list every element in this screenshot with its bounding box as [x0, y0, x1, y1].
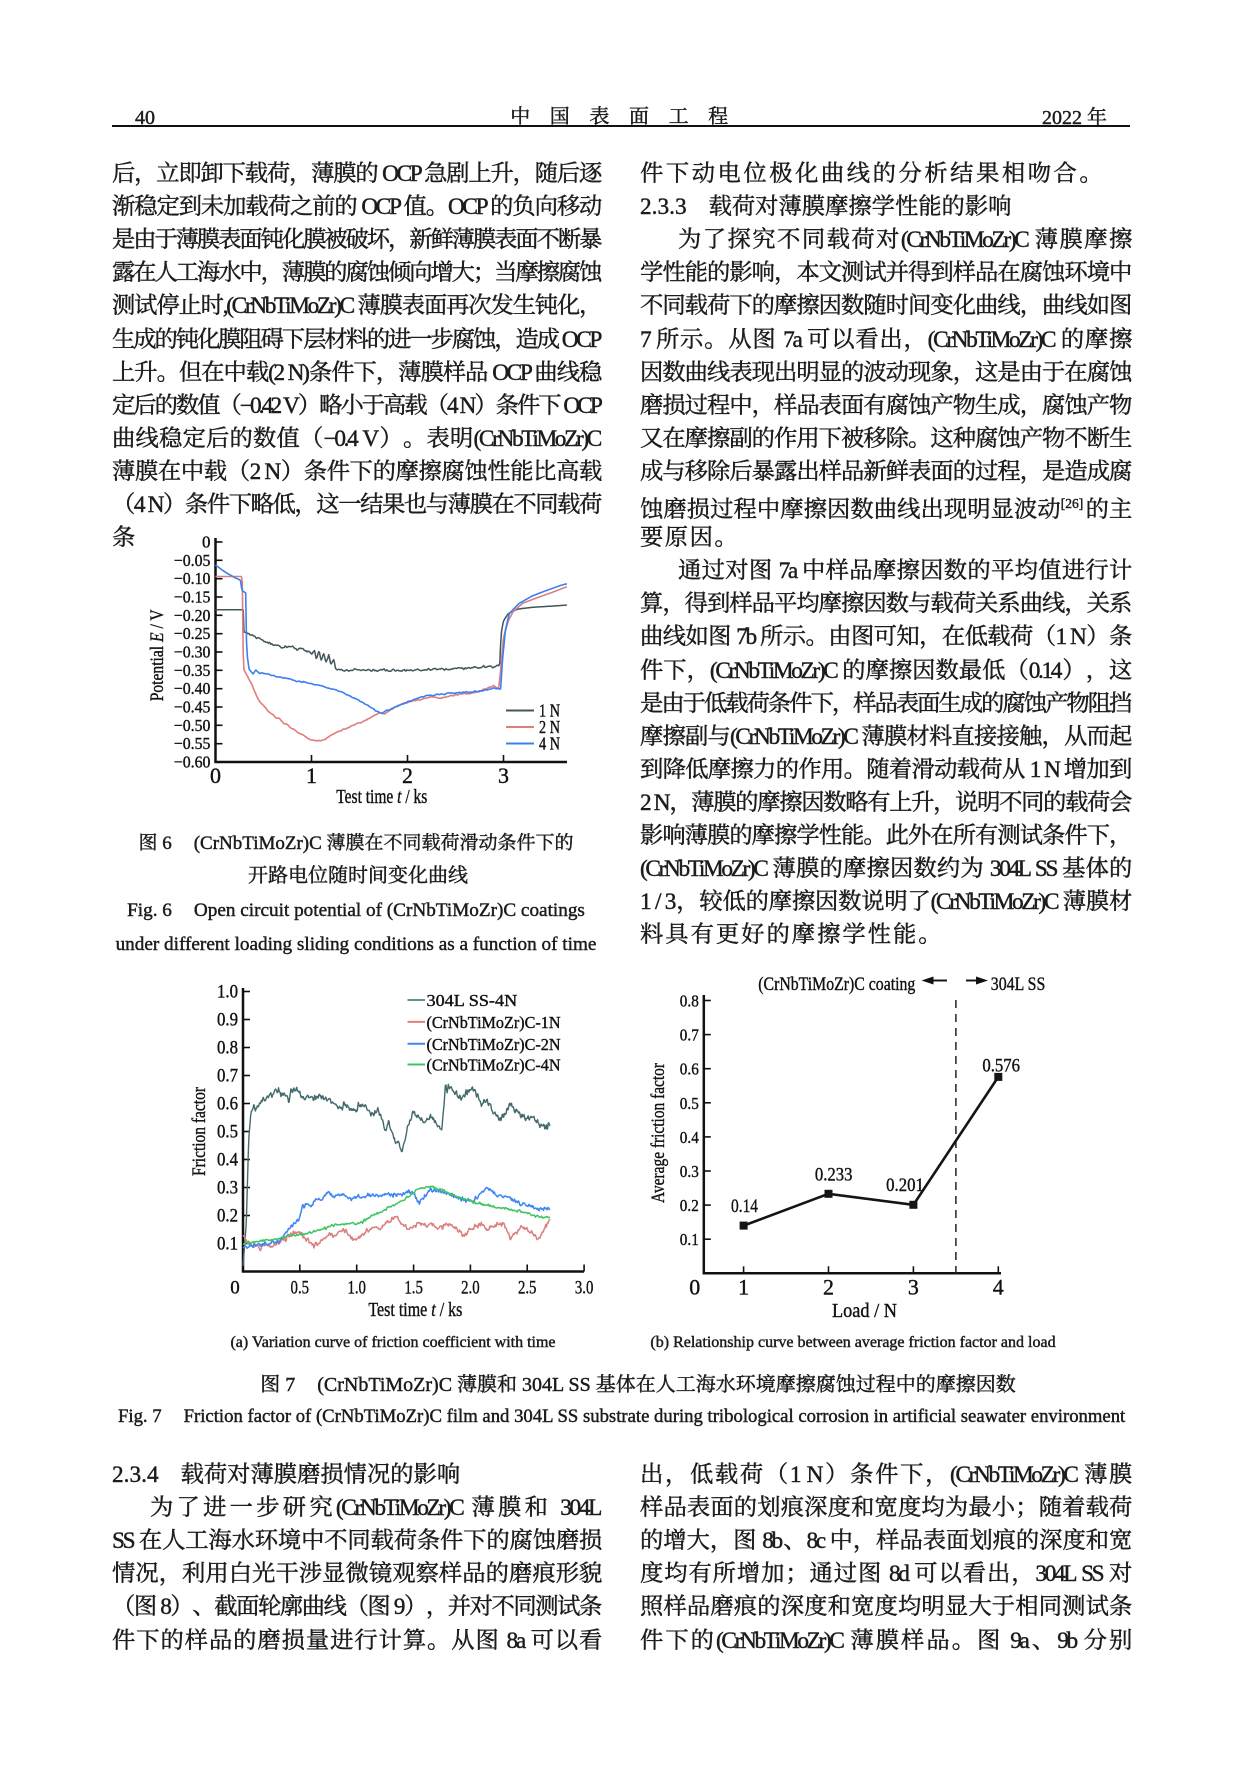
svg-text:2.5: 2.5 — [518, 1273, 537, 1300]
svg-text:0: 0 — [202, 528, 211, 553]
svg-text:−0.60: −0.60 — [174, 748, 211, 773]
svg-text:2 N: 2 N — [539, 714, 560, 739]
svg-text:1.0: 1.0 — [217, 978, 238, 1004]
svg-text:1.0: 1.0 — [347, 1273, 366, 1300]
svg-text:Test time t / ks: Test time t / ks — [336, 781, 427, 809]
svg-text:2: 2 — [402, 759, 413, 790]
svg-text:304L SS: 304L SS — [991, 970, 1046, 996]
svg-text:0.576: 0.576 — [982, 1051, 1020, 1078]
svg-text:2: 2 — [823, 1270, 834, 1301]
svg-text:(CrNbTiMoZr)C-2N: (CrNbTiMoZr)C-2N — [427, 1031, 561, 1055]
svg-text:−0.35: −0.35 — [174, 656, 211, 681]
svg-text:−0.10: −0.10 — [174, 564, 211, 589]
svg-text:−0.30: −0.30 — [174, 638, 211, 663]
svg-text:(CrNbTiMoZr)C coating: (CrNbTiMoZr)C coating — [758, 970, 915, 996]
svg-text:−0.05: −0.05 — [174, 546, 211, 571]
svg-text:Average friction factor: Average friction factor — [643, 1062, 670, 1203]
svg-text:0.7: 0.7 — [680, 1021, 699, 1046]
svg-text:(CrNbTiMoZr)C-1N: (CrNbTiMoZr)C-1N — [427, 1009, 561, 1033]
svg-text:0: 0 — [230, 1273, 240, 1300]
svg-text:0.201: 0.201 — [886, 1170, 924, 1197]
svg-text:0.3: 0.3 — [680, 1157, 699, 1182]
svg-text:4: 4 — [993, 1270, 1004, 1301]
svg-text:2.0: 2.0 — [461, 1273, 480, 1300]
svg-text:0.1: 0.1 — [217, 1230, 238, 1256]
svg-text:0: 0 — [689, 1270, 700, 1301]
svg-text:0.3: 0.3 — [217, 1174, 238, 1200]
svg-text:3: 3 — [908, 1270, 919, 1301]
svg-text:3: 3 — [498, 759, 509, 790]
svg-text:0.233: 0.233 — [815, 1160, 853, 1187]
svg-text:(CrNbTiMoZr)C-4N: (CrNbTiMoZr)C-4N — [427, 1052, 561, 1076]
svg-text:Friction factor: Friction factor — [184, 1086, 211, 1176]
svg-text:−0.25: −0.25 — [174, 619, 211, 644]
svg-text:−0.40: −0.40 — [174, 674, 211, 699]
svg-text:0: 0 — [210, 759, 221, 790]
svg-text:Test time t / ks: Test time t / ks — [368, 1294, 462, 1322]
svg-text:−0.15: −0.15 — [174, 583, 211, 608]
svg-text:0.8: 0.8 — [680, 987, 699, 1012]
svg-text:0.5: 0.5 — [680, 1089, 699, 1114]
svg-text:0.5: 0.5 — [291, 1273, 310, 1300]
svg-text:0.1: 0.1 — [680, 1225, 699, 1250]
svg-text:0.2: 0.2 — [217, 1202, 238, 1228]
svg-text:0.14: 0.14 — [731, 1191, 758, 1218]
svg-text:−0.55: −0.55 — [174, 729, 211, 754]
svg-text:−0.20: −0.20 — [174, 601, 211, 626]
svg-text:0.8: 0.8 — [217, 1034, 238, 1060]
svg-text:4 N: 4 N — [539, 731, 560, 756]
svg-text:1.5: 1.5 — [404, 1273, 423, 1300]
svg-text:0.7: 0.7 — [217, 1062, 238, 1088]
svg-text:0.9: 0.9 — [217, 1006, 238, 1032]
svg-text:−0.45: −0.45 — [174, 693, 211, 718]
svg-text:0.2: 0.2 — [680, 1191, 699, 1216]
svg-text:3.0: 3.0 — [575, 1273, 594, 1300]
svg-text:0.6: 0.6 — [680, 1055, 699, 1080]
svg-text:304L SS-4N: 304L SS-4N — [427, 987, 518, 1011]
svg-text:0.5: 0.5 — [217, 1118, 238, 1144]
svg-text:1: 1 — [738, 1270, 749, 1301]
svg-text:1: 1 — [306, 759, 317, 790]
svg-text:Load / N: Load / N — [832, 1295, 897, 1323]
svg-text:0.6: 0.6 — [217, 1090, 238, 1116]
svg-text:0.4: 0.4 — [680, 1123, 699, 1148]
svg-text:Potential E / V: Potential E / V — [142, 609, 169, 701]
svg-text:1 N: 1 N — [539, 698, 560, 723]
svg-text:0.4: 0.4 — [217, 1146, 238, 1172]
svg-text:−0.50: −0.50 — [174, 711, 211, 736]
